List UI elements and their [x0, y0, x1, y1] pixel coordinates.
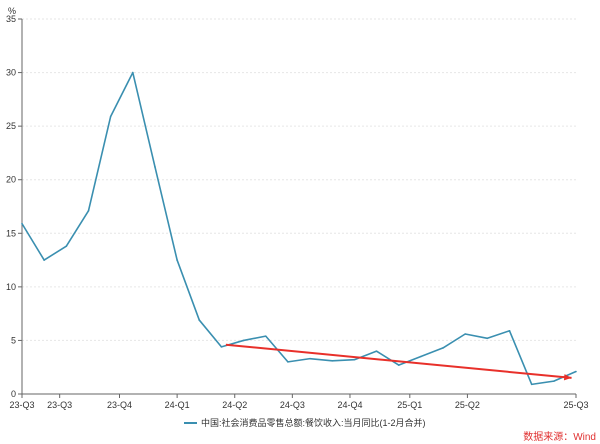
data-point	[309, 357, 311, 360]
y-tick-label: 10	[6, 282, 16, 292]
data-point	[486, 337, 489, 340]
x-tick-label: 25-Q1	[397, 400, 422, 410]
source-note: 数据来源：Wind	[523, 430, 596, 443]
gridlines	[22, 18, 576, 341]
data-point	[220, 346, 223, 348]
y-tick-label: 15	[6, 228, 16, 238]
legend-label: 中国:社会消费品零售总额:餐饮收入:当月同比(1-2月合并)	[201, 417, 426, 428]
y-tick-label: 5	[11, 335, 16, 345]
data-point	[198, 319, 201, 321]
x-tick-label: 23-Q3	[47, 400, 72, 410]
data-point	[553, 380, 555, 382]
data-point	[575, 370, 577, 373]
data-point	[530, 383, 533, 386]
data-point	[397, 364, 400, 366]
legend[interactable]: 中国:社会消费品零售总额:餐饮收入:当月同比(1-2月合并)	[184, 417, 426, 428]
data-point	[65, 245, 68, 247]
annotation-layer	[225, 343, 572, 381]
x-tick-label: 24-Q2	[222, 400, 247, 410]
data-point	[176, 259, 178, 261]
data-point	[508, 329, 511, 332]
data-point	[242, 339, 245, 342]
data-point	[331, 359, 334, 362]
x-axis: 23-Q3 23-Q3 23-Q4 24-Q1 24-Q2 24-Q3 24-Q4 25-Q1…	[9, 393, 589, 410]
data-point	[264, 335, 267, 337]
data-point	[87, 209, 90, 212]
x-tick-label: 24-Q4	[337, 400, 362, 410]
x-tick-label: 25-Q2	[455, 400, 480, 410]
data-point	[43, 259, 45, 261]
x-tick-label: 24-Q1	[165, 400, 190, 410]
trend-arrow-line	[225, 343, 572, 379]
y-tick-label: 30	[6, 68, 16, 78]
series-layer	[21, 71, 577, 386]
data-point	[21, 222, 23, 225]
trend-arrow-head-icon	[563, 374, 572, 381]
x-tick-label: 25-Q3	[563, 400, 588, 410]
y-tick-label: 0	[11, 389, 16, 399]
y-axis: 0 5 10 15 20 25 30 35	[6, 14, 23, 399]
series-line	[21, 71, 577, 386]
data-point	[353, 358, 356, 361]
y-tick-label: 35	[6, 14, 16, 24]
x-tick-label: 23-Q4	[107, 400, 132, 410]
y-axis-unit-label: %	[8, 6, 16, 16]
data-point	[109, 115, 112, 118]
data-point	[464, 333, 467, 335]
data-point	[154, 166, 156, 168]
data-point	[442, 347, 444, 349]
data-point	[132, 71, 134, 74]
data-point	[287, 361, 289, 363]
y-tick-label: 20	[6, 175, 16, 185]
x-tick-label: 23-Q3	[9, 400, 34, 410]
x-tick-label: 24-Q3	[280, 400, 305, 410]
y-tick-label: 25	[6, 121, 16, 131]
data-point	[375, 350, 378, 352]
data-point	[420, 355, 422, 358]
